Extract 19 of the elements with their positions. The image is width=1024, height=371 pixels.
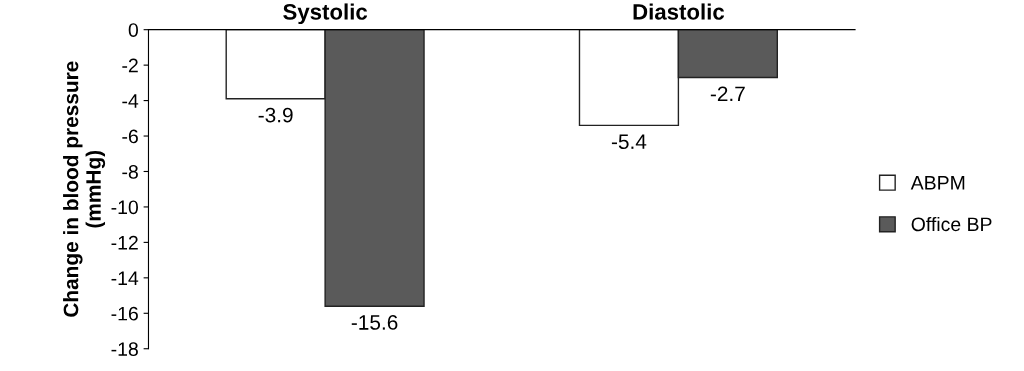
y-tick-label: -10: [111, 200, 138, 215]
legend-label: ABPM: [910, 176, 965, 190]
x-tick-label: Diastolic: [633, 3, 725, 20]
data-label: -5.4: [611, 134, 647, 150]
y-tick-label: -18: [111, 342, 138, 356]
y-tick-label: -4: [122, 94, 139, 108]
y-tick-label: -8: [122, 164, 138, 179]
data-label: -2.7: [710, 86, 745, 101]
y-tick-label: -2: [122, 58, 138, 73]
y-tick-label: -16: [111, 306, 138, 321]
y-axis-title: Change in blood pressure (mmHg): [63, 61, 106, 317]
y-tick-label: -6: [122, 129, 138, 144]
x-tick-label: Systolic: [283, 3, 368, 25]
y-tick-label: -14: [111, 271, 139, 285]
data-label: -15.6: [351, 315, 398, 330]
legend-label: Office BP: [911, 216, 992, 232]
y-tick-label: -12: [111, 235, 138, 250]
data-label: -3.9: [258, 107, 293, 123]
y-tick-label: 0: [128, 23, 138, 37]
